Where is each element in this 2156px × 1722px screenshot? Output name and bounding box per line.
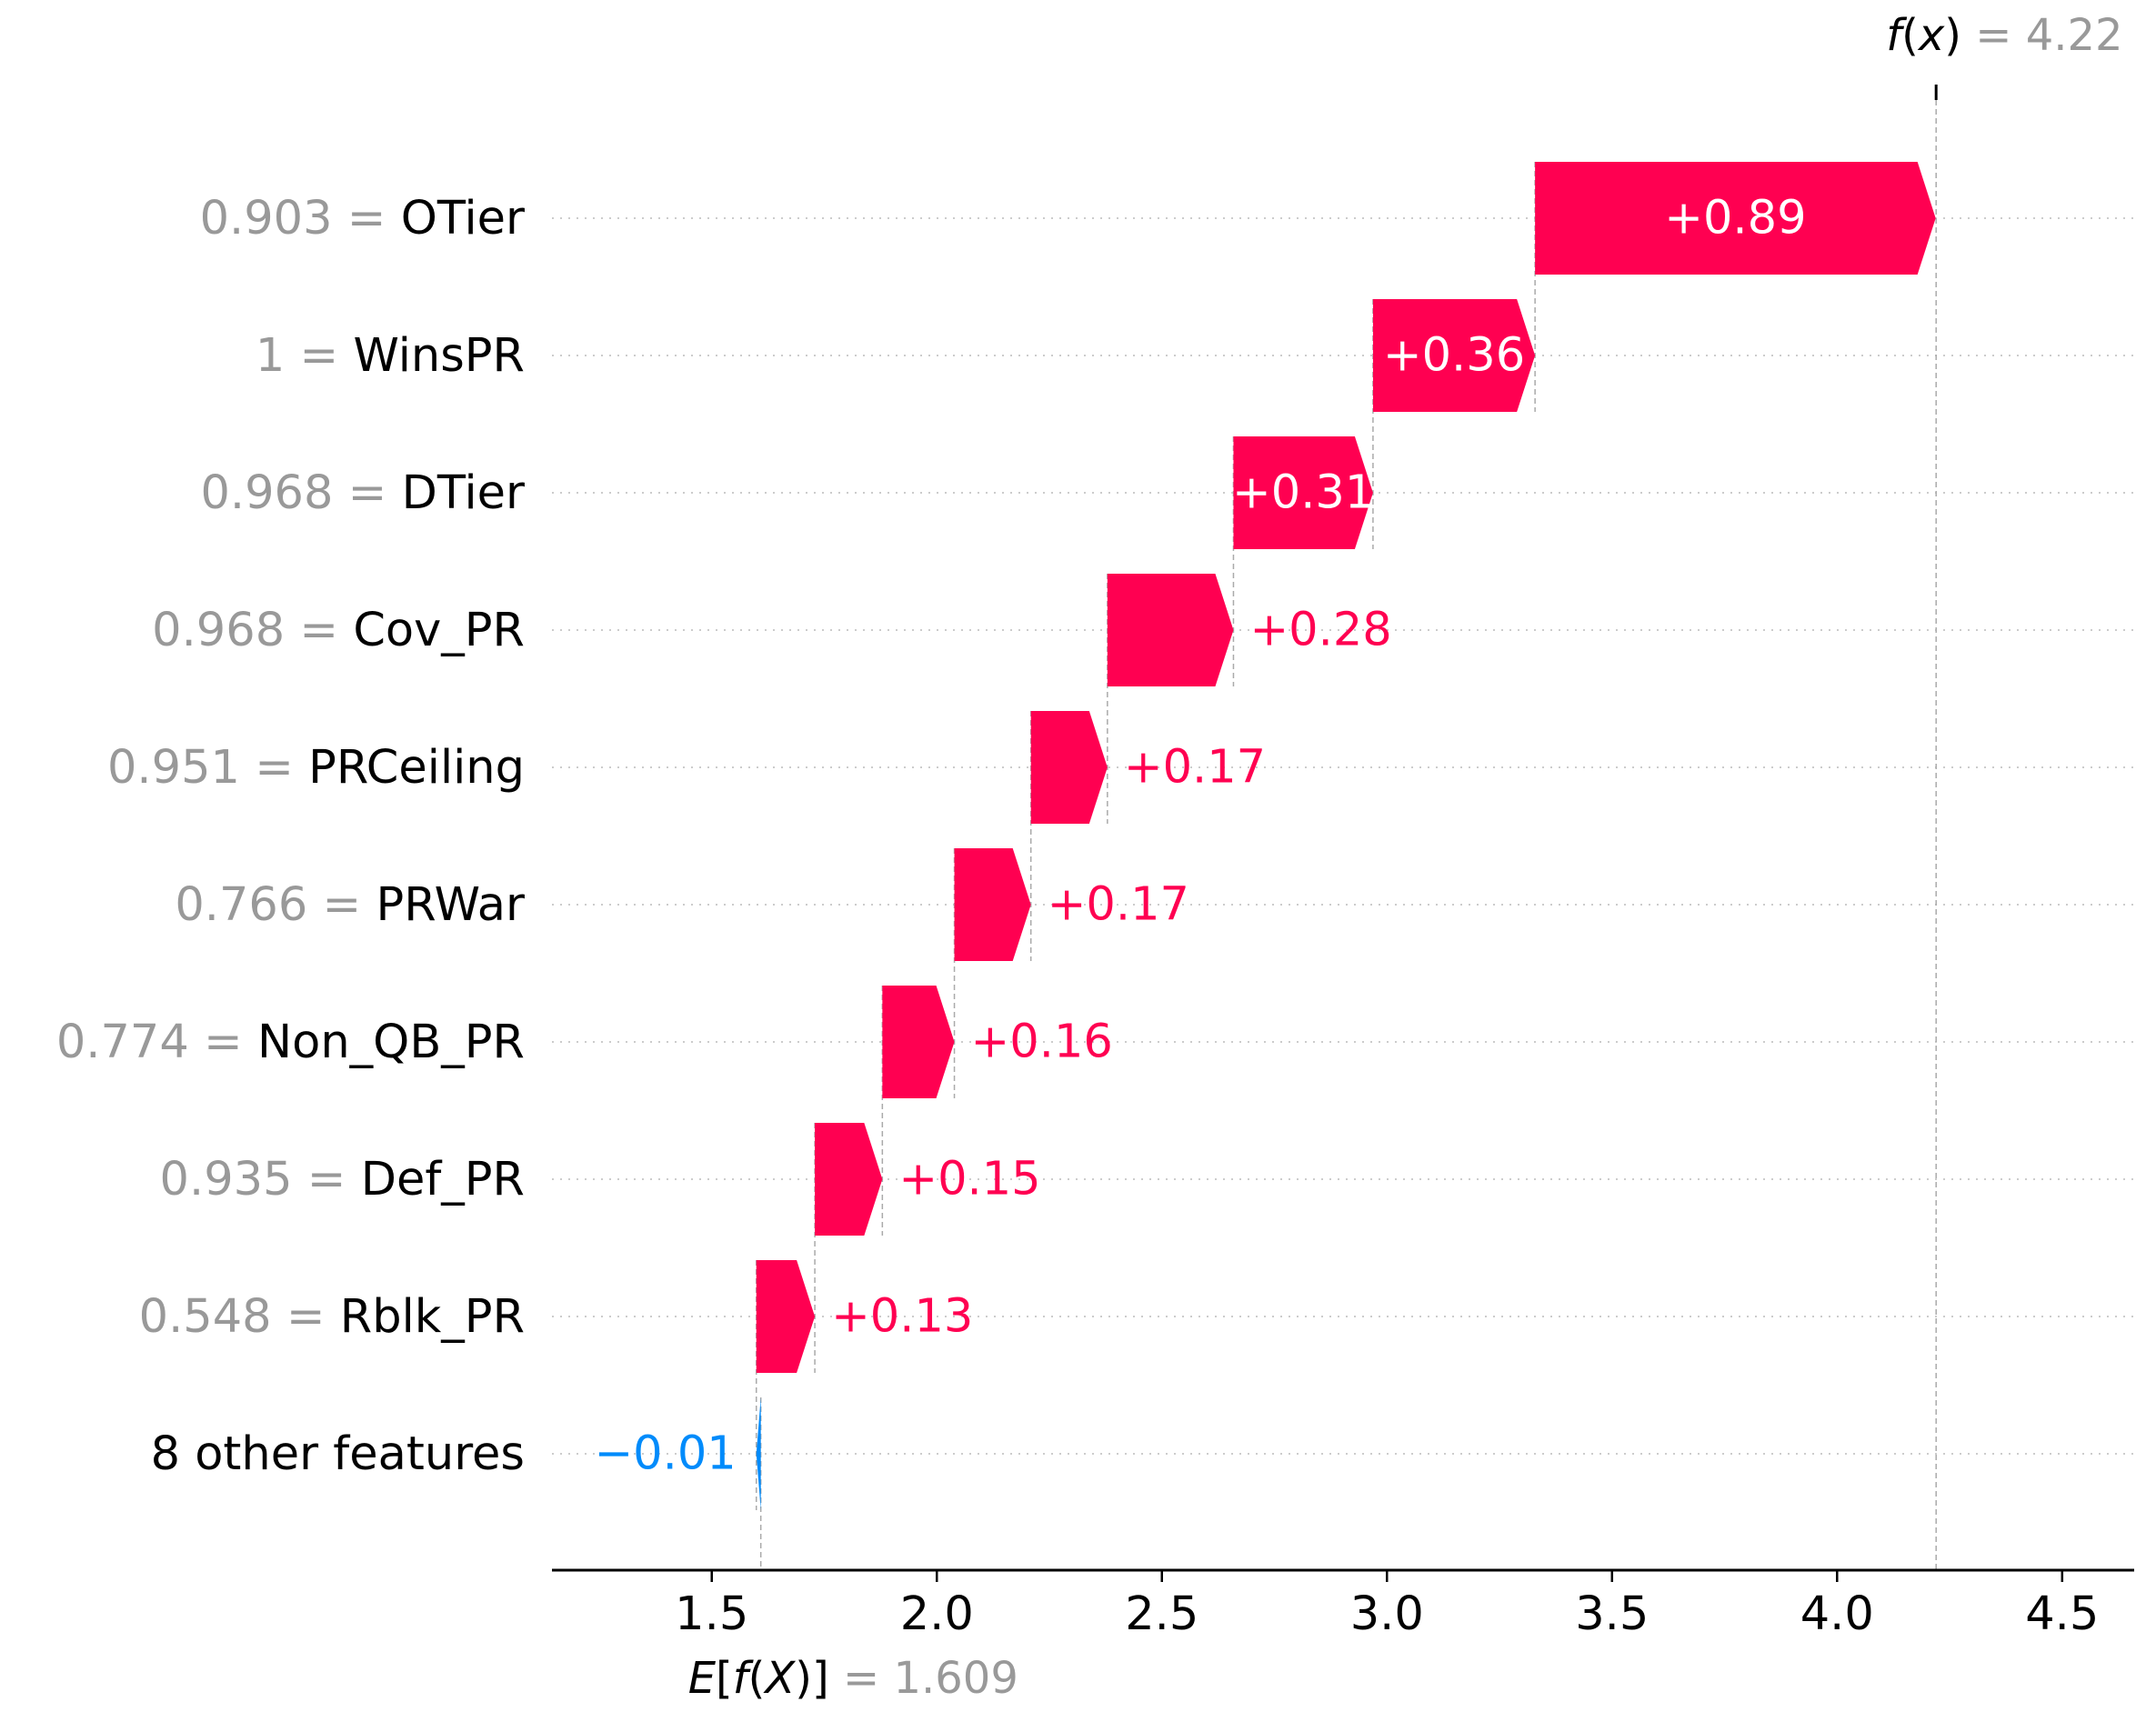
- base-value-annotation: E[f(X)] = 1.609: [688, 1653, 1018, 1704]
- feature-name: DTier: [402, 466, 525, 520]
- contribution-label: +0.15: [898, 1153, 1040, 1206]
- feature-name: Rblk_PR: [340, 1290, 525, 1344]
- connector-lines: [755, 100, 1937, 1570]
- feature-name: PRWar: [376, 878, 525, 932]
- contribution-label: +0.89: [1664, 192, 1806, 245]
- contribution-bar: [1372, 299, 1536, 412]
- contribution-bar: [954, 848, 1031, 961]
- x-tick-label: 1.5: [675, 1587, 748, 1641]
- feature-name: PRCeiling: [308, 741, 525, 795]
- feature-label: 0.968 = DTier: [200, 466, 525, 520]
- fx-annotation-part: x: [1917, 10, 1945, 61]
- fx-annotation-part: =: [1961, 10, 2026, 61]
- contribution-label: +0.17: [1124, 741, 1266, 795]
- fx-annotation-part: ): [1944, 10, 1961, 61]
- fx-annotation-part: (: [1901, 10, 1919, 61]
- base-annotation-part: )]: [795, 1653, 828, 1704]
- feature-value: 1 =: [256, 329, 354, 383]
- base-annotation-part: [: [716, 1653, 733, 1704]
- contribution-label: +0.36: [1383, 329, 1525, 383]
- base-annotation-part: X: [762, 1653, 796, 1704]
- base-annotation-part: E: [688, 1653, 717, 1704]
- contribution-bar: [1535, 162, 1936, 275]
- feature-name: WinsPR: [353, 329, 525, 383]
- feature-value: 0.968 =: [200, 466, 401, 520]
- contribution-label: +0.13: [831, 1290, 973, 1344]
- feature-name: Non_QB_PR: [257, 1016, 525, 1069]
- contribution-label: +0.17: [1048, 878, 1189, 932]
- x-axis: 1.5 2.0 2.5 3.0 3.5 4.0 4.5: [552, 85, 2134, 1641]
- feature-name: OTier: [401, 192, 525, 245]
- contribution-bar: [882, 986, 955, 1098]
- x-tick-label: 4.5: [2025, 1587, 2099, 1641]
- base-annotation-part: =: [829, 1653, 894, 1704]
- feature-value: 0.935 =: [160, 1153, 361, 1206]
- feature-value: 0.766 =: [175, 878, 376, 932]
- contribution-bar: [1233, 436, 1373, 549]
- feature-value: 0.951 =: [107, 741, 308, 795]
- feature-label: 0.968 = Cov_PR: [152, 604, 525, 657]
- x-tick-label: 2.0: [900, 1587, 974, 1641]
- feature-name: Def_PR: [361, 1153, 525, 1206]
- feature-label: 0.935 = Def_PR: [160, 1153, 525, 1206]
- feature-value: 0.548 =: [139, 1290, 340, 1344]
- contribution-bar: [1107, 574, 1234, 686]
- x-tick-label: 3.5: [1575, 1587, 1649, 1641]
- contribution-label: −0.01: [594, 1427, 736, 1481]
- feature-label: 8 other features: [151, 1427, 525, 1481]
- x-tick-label: 4.0: [1800, 1587, 1874, 1641]
- contribution-labels: +0.89 +0.36 +0.31 +0.28 +0.17 +0.17 +0.16 +0.15…: [594, 192, 1806, 1481]
- feature-label: 0.903 = OTier: [200, 192, 525, 245]
- feature-value: 0.968 =: [152, 604, 353, 657]
- base-annotation-part: 1.609: [893, 1653, 1018, 1704]
- contribution-bar: [756, 1260, 816, 1373]
- contribution-label: +0.16: [971, 1016, 1113, 1069]
- contribution-bars: [756, 162, 1936, 1510]
- feature-label: 0.951 = PRCeiling: [107, 741, 525, 795]
- row-gridlines: [552, 217, 2134, 1455]
- contribution-bar: [815, 1123, 883, 1236]
- value-annotations: f(x) = 4.22 E[f(X)] = 1.609: [688, 10, 2123, 1704]
- x-tick-label: 2.5: [1125, 1587, 1198, 1641]
- feature-name: 8 other features: [151, 1427, 525, 1481]
- feature-label: 0.766 = PRWar: [175, 878, 525, 932]
- fx-annotation-part: 4.22: [2026, 10, 2123, 61]
- contribution-label: +0.31: [1232, 466, 1374, 520]
- contribution-bar: [1030, 711, 1108, 824]
- x-tick-label: 3.0: [1350, 1587, 1424, 1641]
- feature-name: Cov_PR: [353, 604, 525, 657]
- feature-label: 0.774 = Non_QB_PR: [56, 1016, 525, 1069]
- feature-value: 0.903 =: [200, 192, 401, 245]
- feature-value: 0.774 =: [56, 1016, 257, 1069]
- contribution-label: +0.28: [1249, 604, 1391, 657]
- fx-annotation: f(x) = 4.22: [1886, 10, 2122, 61]
- feature-label: 0.548 = Rblk_PR: [139, 1290, 525, 1344]
- base-annotation-part: (: [748, 1653, 766, 1704]
- contribution-bar: [756, 1397, 761, 1510]
- feature-label: 1 = WinsPR: [256, 329, 525, 383]
